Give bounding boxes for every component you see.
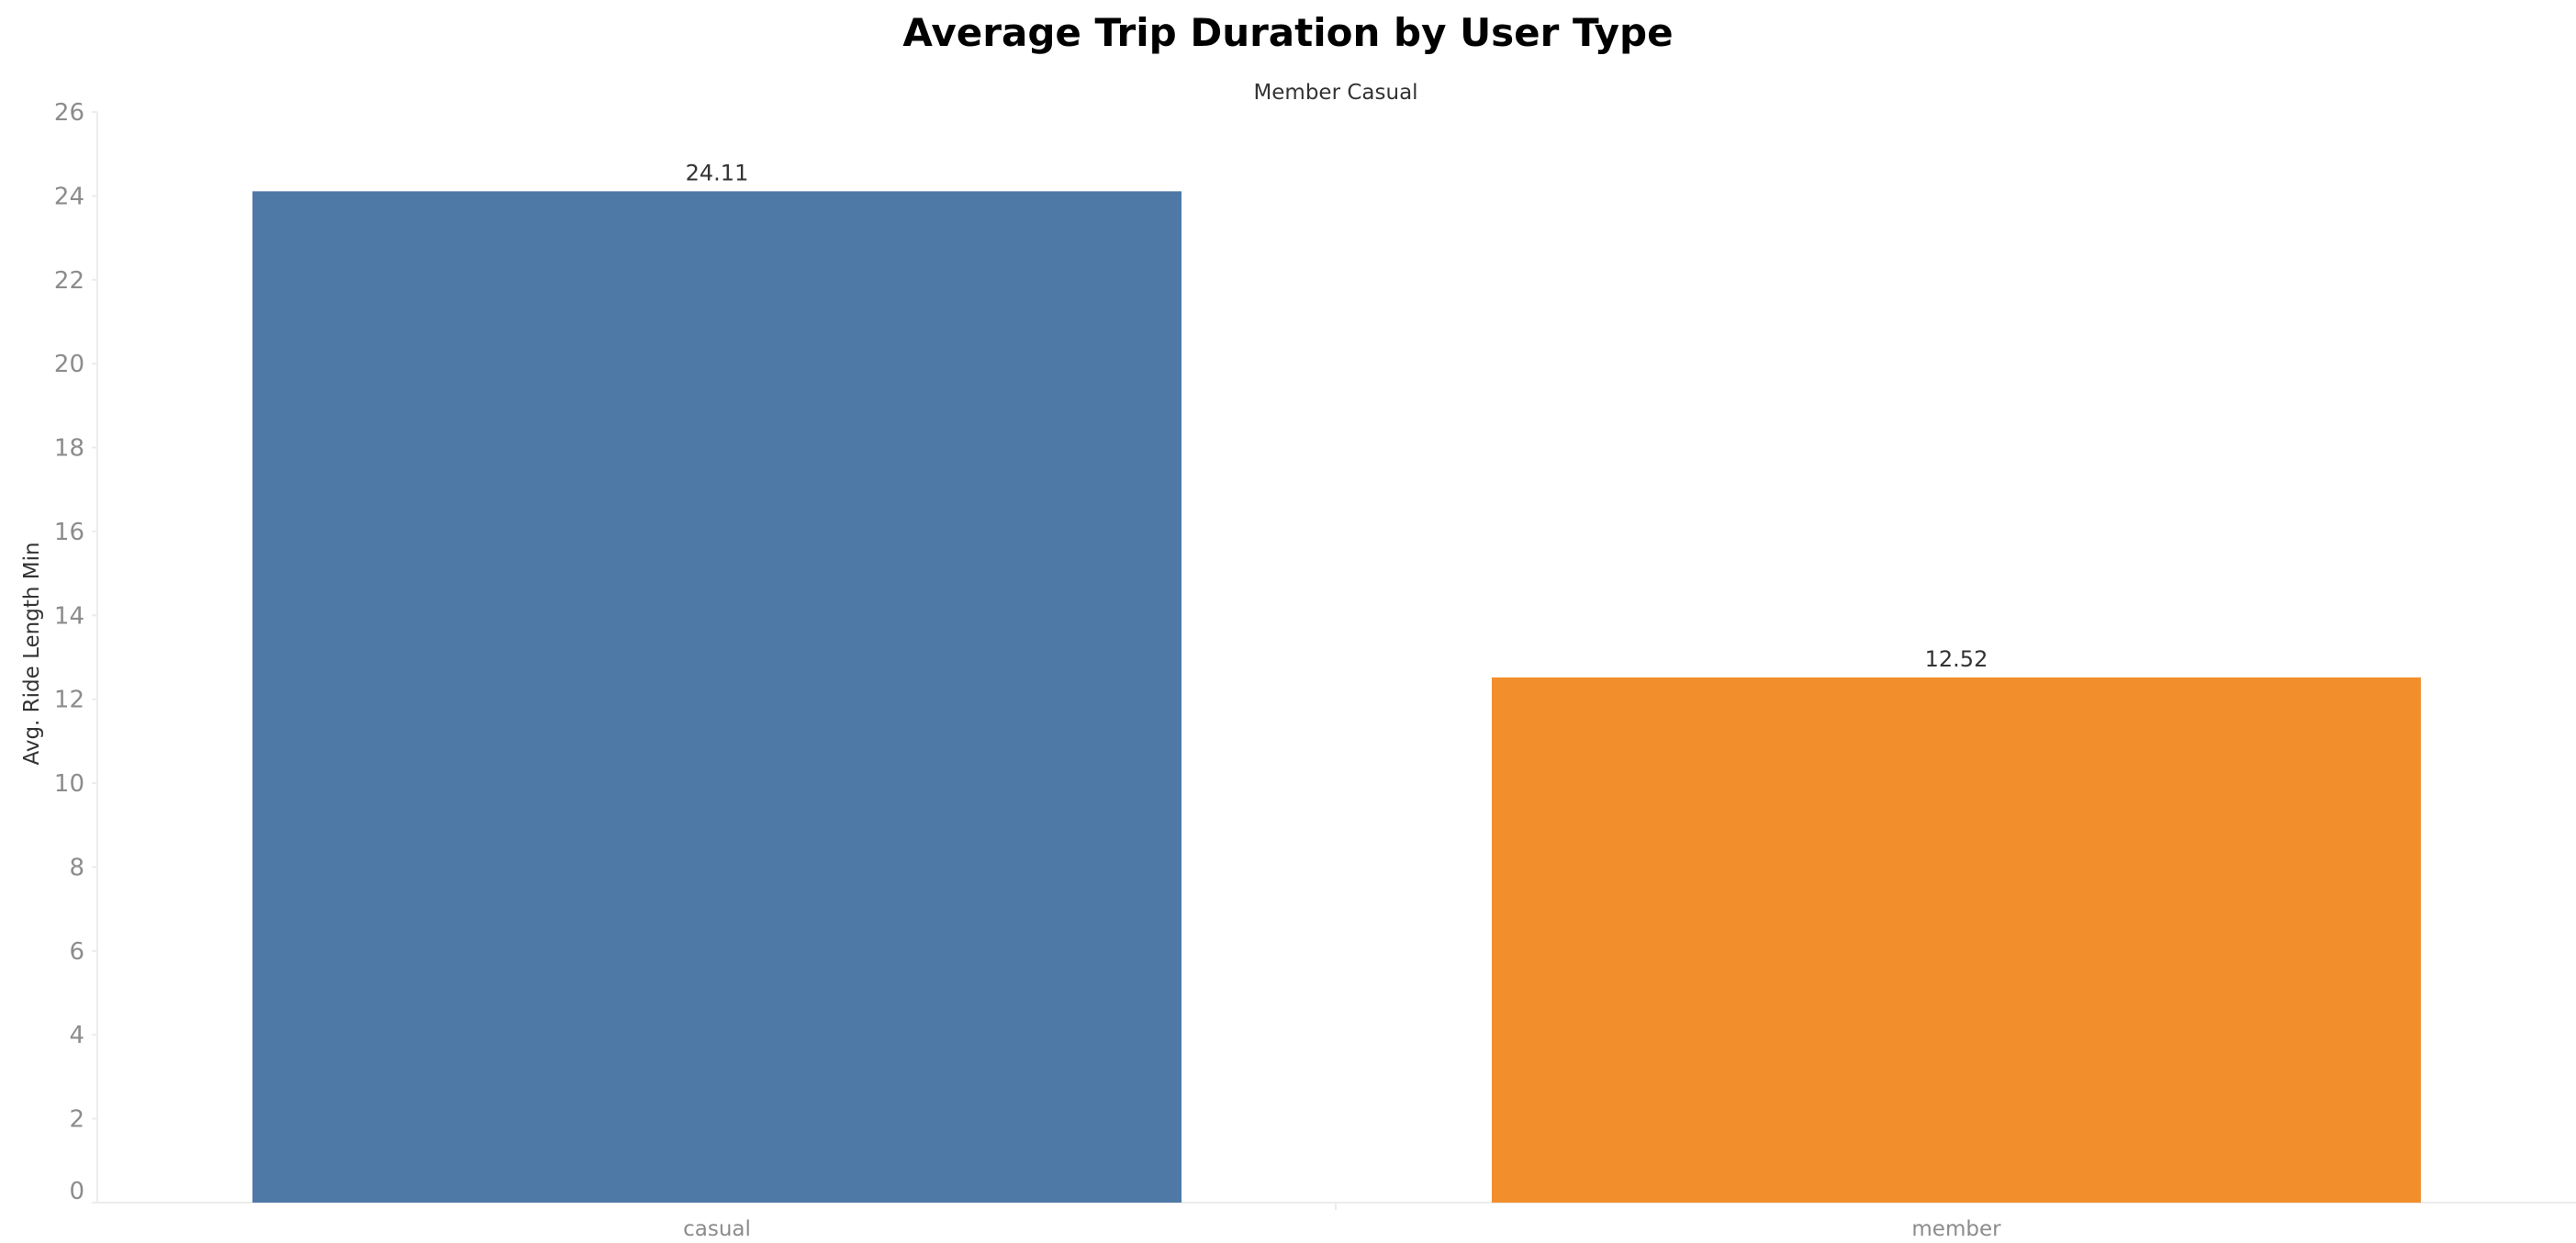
x-tick-label-casual: casual: [683, 1217, 751, 1241]
y-tick-label: 26: [54, 99, 84, 127]
bar-member[interactable]: [1492, 677, 2421, 1203]
y-tick-label: 0: [69, 1178, 84, 1205]
data-label-casual: 24.11: [686, 160, 749, 185]
chart-title: Average Trip Duration by User Type: [902, 10, 1673, 55]
column-header: Member Casual: [1253, 81, 1417, 105]
data-labels-group: 24.11 12.52: [686, 160, 1988, 672]
y-tick-label: 2: [69, 1106, 84, 1134]
y-tick-label: 12: [54, 687, 84, 714]
bars-group: [252, 191, 2421, 1204]
x-tick-label-member: member: [1911, 1217, 2001, 1241]
y-tick-label: 6: [69, 938, 84, 966]
y-tick-label: 4: [69, 1022, 84, 1049]
y-tick-label: 10: [54, 770, 84, 798]
y-tick-label: 8: [69, 854, 84, 881]
y-tick-label: 20: [54, 351, 84, 378]
y-tick-label: 16: [54, 519, 84, 546]
bar-casual[interactable]: [252, 191, 1182, 1204]
y-axis-label: Avg. Ride Length Min: [20, 542, 44, 765]
data-label-member: 12.52: [1925, 646, 1988, 672]
x-axis-ticks: casual member: [683, 1217, 2001, 1241]
y-tick-label: 22: [54, 267, 84, 295]
y-tick-label: 18: [54, 435, 84, 463]
y-tick-label: 24: [54, 183, 84, 210]
y-tick-label: 14: [54, 602, 84, 630]
